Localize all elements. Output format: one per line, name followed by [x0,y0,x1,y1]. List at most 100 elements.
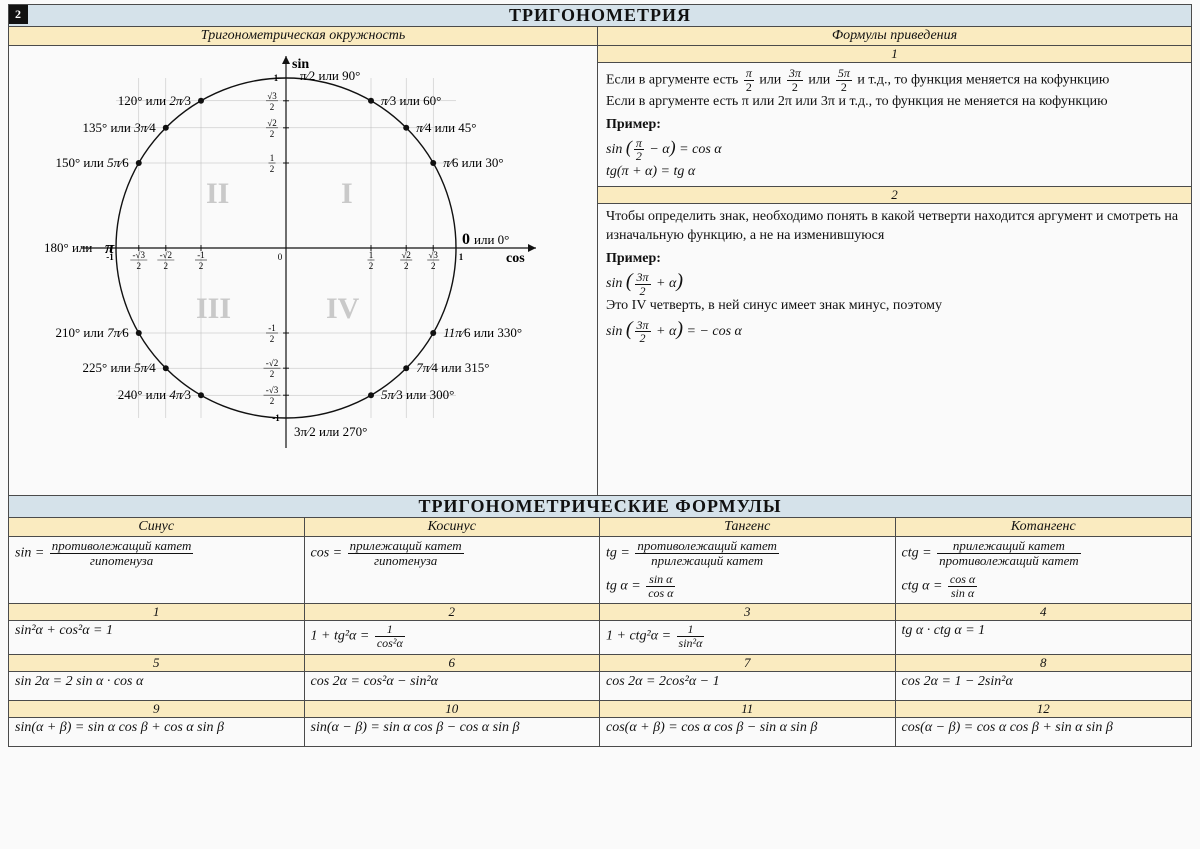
svg-text:√3: √3 [267,91,277,101]
ctga-eq: ctg α = [902,579,943,594]
fnum-6: 6 [305,654,600,672]
formula-9: sin(α + β) = sin α cos β + cos α sin β [9,718,304,746]
svg-text:2: 2 [431,261,436,271]
f2-top: 1 [375,623,405,637]
svg-text:2: 2 [270,102,275,112]
rule1-c: или [808,72,833,87]
cos-header: Косинус [305,518,600,537]
svg-text:0: 0 [278,252,283,262]
formula-2: 1 + tg²α = 1cos²α [305,621,600,653]
svg-text:√2: √2 [267,118,276,128]
cos-eq: cos = [311,545,343,560]
svg-text:2: 2 [270,369,275,379]
svg-text:7π∕4 или 315°: 7π∕4 или 315° [416,360,489,375]
tg-def: tg = противолежащий катетприлежащий кате… [600,537,895,571]
svg-text:0: 0 [462,231,470,248]
svg-text:210° или 7π∕6: 210° или 7π∕6 [55,325,129,340]
sin-bot: гипотенуза [50,554,194,568]
cos-def: cos = прилежащий катетгипотенуза [305,537,600,571]
svg-text:1: 1 [270,153,275,163]
tga-bot: cos α [646,587,675,600]
sin-def: sin = противолежащий катетгипотенуза [9,537,304,571]
example1-label: Пример: [606,116,1183,135]
svg-text:2: 2 [270,164,275,174]
svg-text:3π∕2 или 270°: 3π∕2 или 270° [294,424,367,439]
sin-top: противолежащий катет [50,539,194,554]
section1-title: 2 ТРИГОНОМЕТРИЯ [8,4,1192,27]
formula-11: cos(α + β) = cos α cos β − sin α sin β [600,718,895,746]
formula-1: sin²α + cos²α = 1 [9,621,304,649]
f3-bot: sin²α [677,637,705,650]
fnum-11: 11 [600,700,895,718]
reduction-n2: 2 [598,186,1191,204]
f3-top: 1 [677,623,705,637]
svg-text:I: I [341,177,353,210]
fnum-2: 2 [305,603,600,621]
svg-text:-√3: -√3 [133,250,146,260]
fnum-9: 9 [9,700,304,718]
svg-text:2: 2 [199,261,204,271]
tg-header: Тангенс [600,518,895,537]
formula-5: sin 2α = 2 sin α · cos α [9,672,304,700]
svg-text:225° или 5π∕4: 225° или 5π∕4 [82,360,156,375]
tg-bot: прилежащий катет [635,554,779,568]
f2-l: 1 + tg²α = [311,629,370,644]
fnum-8: 8 [896,654,1192,672]
sin-header: Синус [9,518,304,537]
svg-text:2: 2 [137,261,142,271]
formula-6: cos 2α = cos²α − sin²α [305,672,600,700]
reduction-block2: Чтобы определить знак, необходимо понять… [598,204,1191,349]
svg-text:π∕2 или 90°: π∕2 или 90° [300,68,360,83]
unit-circle-svg: sincosIIIIIIIV-1-√32-√22-12012√22√3211√3… [9,48,595,488]
ctg-header: Котангенс [896,518,1192,537]
formula-3: 1 + ctg²α = 1sin²α [600,621,895,653]
svg-text:120° или 2π∕3: 120° или 2π∕3 [118,93,191,108]
rule3: Чтобы определить знак, необходимо понять… [606,208,1183,246]
ctg-alpha: ctg α = cos αsin α [896,571,1192,603]
svg-text:240° или 4π∕3: 240° или 4π∕3 [118,387,191,402]
svg-text:III: III [196,292,231,325]
svg-text:√3: √3 [428,250,438,260]
ctga-bot: sin α [948,587,977,600]
f3-l: 1 + ctg²α = [606,629,671,644]
svg-text:5π∕3 или 300°: 5π∕3 или 300° [381,387,454,402]
fnum-4: 4 [896,603,1192,621]
svg-text:1: 1 [274,73,279,83]
svg-text:2: 2 [369,261,374,271]
rule1-d: и т.д., то функция меняется на кофункцию [857,72,1109,87]
cos-top: прилежащий катет [348,539,464,554]
fnum-1: 1 [9,603,304,621]
svg-text:cos: cos [506,251,525,266]
page: 2 ТРИГОНОМЕТРИЯ Тригонометрическая окруж… [0,0,1200,747]
fnum-7: 7 [600,654,895,672]
svg-text:-1: -1 [197,250,205,260]
svg-text:√2: √2 [401,250,410,260]
fnum-3: 3 [600,603,895,621]
circle-header: Тригонометрическая окружность [9,27,597,46]
svg-text:π∕4 или 45°: π∕4 или 45° [416,120,476,135]
svg-text:-1: -1 [272,413,280,423]
ctg-def: ctg = прилежащий катетпротиволежащий кат… [896,537,1192,571]
example2-label: Пример: [606,250,1183,269]
svg-text:135° или 3π∕4: 135° или 3π∕4 [82,120,156,135]
svg-text:1: 1 [459,252,464,262]
svg-text:2: 2 [404,261,409,271]
ctg-bot: противолежащий катет [937,554,1081,568]
svg-text:или 0°: или 0° [474,232,509,247]
formula-8: cos 2α = 1 − 2sin²α [896,672,1192,700]
svg-text:π: π [105,238,115,257]
svg-text:2: 2 [270,334,275,344]
sin-eq: sin = [15,545,44,560]
ctg-top: прилежащий катет [937,539,1081,554]
tg-alpha: tg α = sin αcos α [600,571,895,603]
svg-text:-1: -1 [268,323,276,333]
cos-bot: гипотенуза [348,554,464,568]
tg-top: противолежащий катет [635,539,779,554]
tga-top: sin α [646,573,675,587]
svg-text:IV: IV [326,292,360,325]
rule2: Если в аргументе есть π или 2π или 3π и … [606,93,1183,112]
rule1-a: Если в аргументе есть [606,72,742,87]
svg-text:1: 1 [369,250,374,260]
fnum-10: 10 [305,700,600,718]
ctga-top: cos α [948,573,977,587]
